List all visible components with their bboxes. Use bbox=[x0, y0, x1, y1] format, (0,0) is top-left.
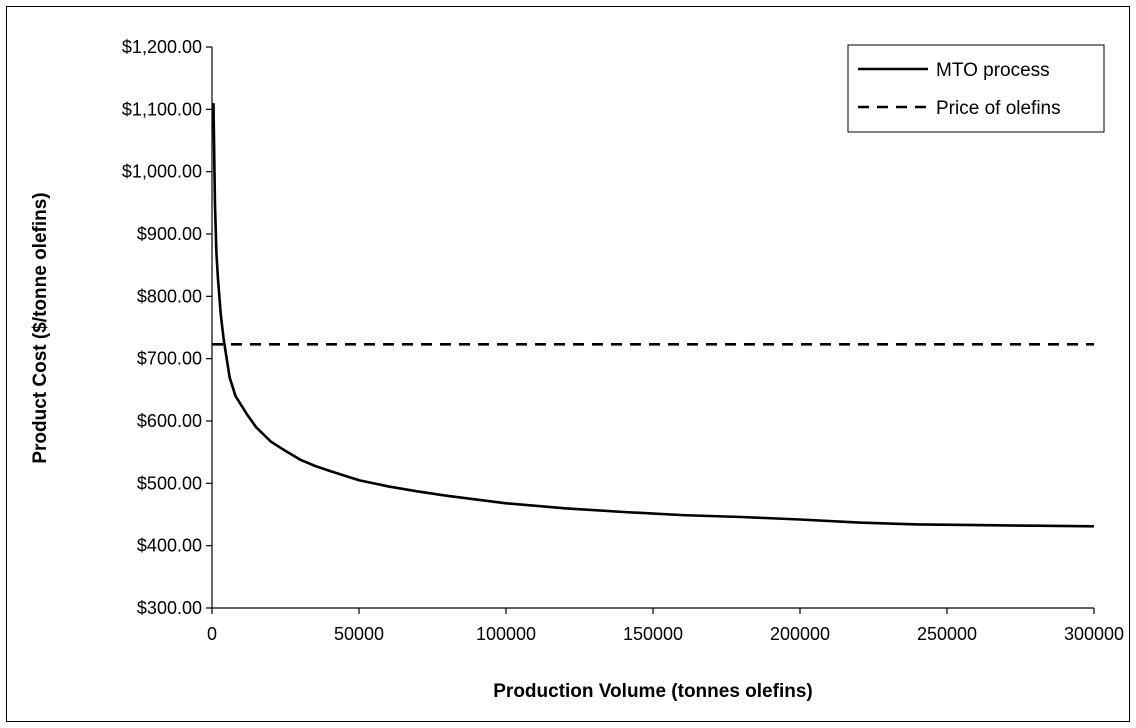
series-layer bbox=[212, 103, 1095, 528]
series-line-mto-process bbox=[212, 103, 1095, 528]
y-tick-label: $300.00 bbox=[137, 598, 202, 618]
y-axis-ticks: $300.00 $400.00 $500.00 $600.00 $700.00 $800.… bbox=[122, 37, 212, 618]
x-tick-label: 0 bbox=[207, 624, 217, 644]
legend-label-mto: MTO process bbox=[936, 60, 1050, 81]
x-tick-label: 200000 bbox=[770, 624, 830, 644]
y-tick-label: $1,000.00 bbox=[122, 162, 202, 182]
x-tick-label: 300000 bbox=[1064, 624, 1124, 644]
legend-box bbox=[847, 44, 1105, 133]
y-tick-label: $600.00 bbox=[137, 411, 202, 431]
y-tick-label: $1,200.00 bbox=[122, 37, 202, 57]
x-axis-title: Production Volume (tonnes olefins) bbox=[493, 681, 812, 702]
legend: MTO process Price of olefins bbox=[847, 44, 1105, 133]
y-tick-label: $500.00 bbox=[137, 473, 202, 493]
x-axis-ticks: 0 50000 100000 150000 200000 250000 300000 bbox=[207, 608, 1124, 644]
x-tick-label: 50000 bbox=[334, 624, 384, 644]
y-tick-label: $1,100.00 bbox=[122, 99, 202, 119]
legend-label-price: Price of olefins bbox=[936, 98, 1061, 119]
y-tick-label: $900.00 bbox=[137, 224, 202, 244]
x-tick-label: 150000 bbox=[623, 624, 683, 644]
x-tick-label: 250000 bbox=[917, 624, 977, 644]
x-tick-label: 100000 bbox=[476, 624, 536, 644]
y-tick-label: $700.00 bbox=[137, 349, 202, 369]
y-tick-label: $800.00 bbox=[137, 286, 202, 306]
y-axis-title: Product Cost ($/tonne olefins) bbox=[30, 192, 51, 463]
y-tick-label: $400.00 bbox=[137, 536, 202, 556]
